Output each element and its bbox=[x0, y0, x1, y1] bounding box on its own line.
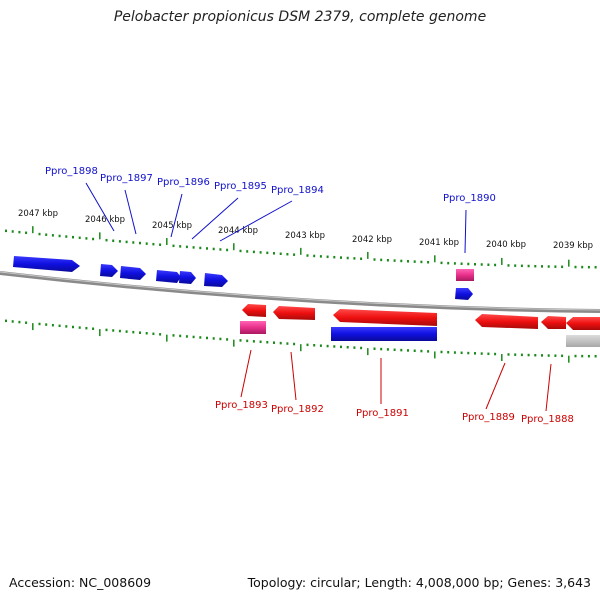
gene-arrow[interactable] bbox=[100, 264, 118, 277]
gene-arrow[interactable] bbox=[120, 266, 146, 280]
gene-label[interactable]: Ppro_1894 bbox=[271, 185, 324, 196]
gene-arrow[interactable] bbox=[13, 256, 80, 272]
scale-labels: 2047 kbp 2046 kbp 2045 kbp 2044 kbp 2043… bbox=[18, 209, 593, 251]
gene-arrow[interactable] bbox=[455, 288, 473, 300]
gene-label[interactable]: Ppro_1892 bbox=[271, 404, 324, 415]
scale-label: 2046 kbp bbox=[85, 215, 125, 225]
gene-labels-top: Ppro_1898 Ppro_1897 Ppro_1896 Ppro_1895 … bbox=[45, 166, 496, 254]
gene-label[interactable]: Ppro_1896 bbox=[157, 177, 210, 188]
gene-label[interactable]: Ppro_1898 bbox=[45, 166, 98, 177]
rna-gene[interactable] bbox=[240, 321, 266, 334]
gene-arrow[interactable] bbox=[204, 273, 228, 287]
scale-ticks-inner bbox=[5, 319, 597, 363]
scale-label: 2043 kbp bbox=[285, 231, 325, 241]
accession-text: Accession: NC_008609 bbox=[9, 575, 152, 590]
page-title: Pelobacter propionicus DSM 2379, complet… bbox=[113, 9, 487, 25]
gene-label[interactable]: Ppro_1889 bbox=[462, 412, 515, 423]
gene-block[interactable] bbox=[331, 327, 437, 341]
gene-arrow[interactable] bbox=[475, 314, 538, 329]
gene-label[interactable]: Ppro_1897 bbox=[100, 173, 153, 184]
gene-label[interactable]: Ppro_1888 bbox=[521, 414, 574, 425]
gene-label[interactable]: Ppro_1891 bbox=[356, 408, 409, 419]
scale-ticks-outer bbox=[5, 226, 597, 269]
gene-label[interactable]: Ppro_1890 bbox=[443, 193, 496, 204]
rna-gene[interactable] bbox=[456, 269, 474, 281]
genome-summary-text: Topology: circular; Length: 4,008,000 bp… bbox=[247, 575, 591, 590]
forward-genes bbox=[13, 256, 473, 300]
scale-label: 2045 kbp bbox=[152, 221, 192, 231]
gene-arrow[interactable] bbox=[273, 306, 315, 320]
scale-label: 2042 kbp bbox=[352, 235, 392, 245]
gene-labels-bottom: Ppro_1893 Ppro_1892 Ppro_1891 Ppro_1889 … bbox=[215, 349, 574, 425]
scale-label: 2040 kbp bbox=[486, 240, 526, 250]
genome-backbone bbox=[0, 271, 600, 313]
gene-arrow[interactable] bbox=[333, 309, 437, 326]
reverse-genes bbox=[242, 304, 600, 347]
gene-arrow[interactable] bbox=[156, 270, 181, 283]
scale-label: 2041 kbp bbox=[419, 238, 459, 248]
scale-label: 2039 kbp bbox=[553, 241, 593, 251]
gene-label[interactable]: Ppro_1895 bbox=[214, 181, 267, 192]
rna-genes bbox=[240, 269, 474, 334]
gene-label[interactable]: Ppro_1893 bbox=[215, 400, 268, 411]
gene-arrow[interactable] bbox=[179, 271, 196, 284]
gene-arrow[interactable] bbox=[541, 316, 566, 329]
scale-label: 2047 kbp bbox=[18, 209, 58, 219]
gene-arrow[interactable] bbox=[242, 304, 266, 317]
pseudo-gene[interactable] bbox=[566, 335, 600, 347]
gene-arrow[interactable] bbox=[566, 317, 600, 330]
